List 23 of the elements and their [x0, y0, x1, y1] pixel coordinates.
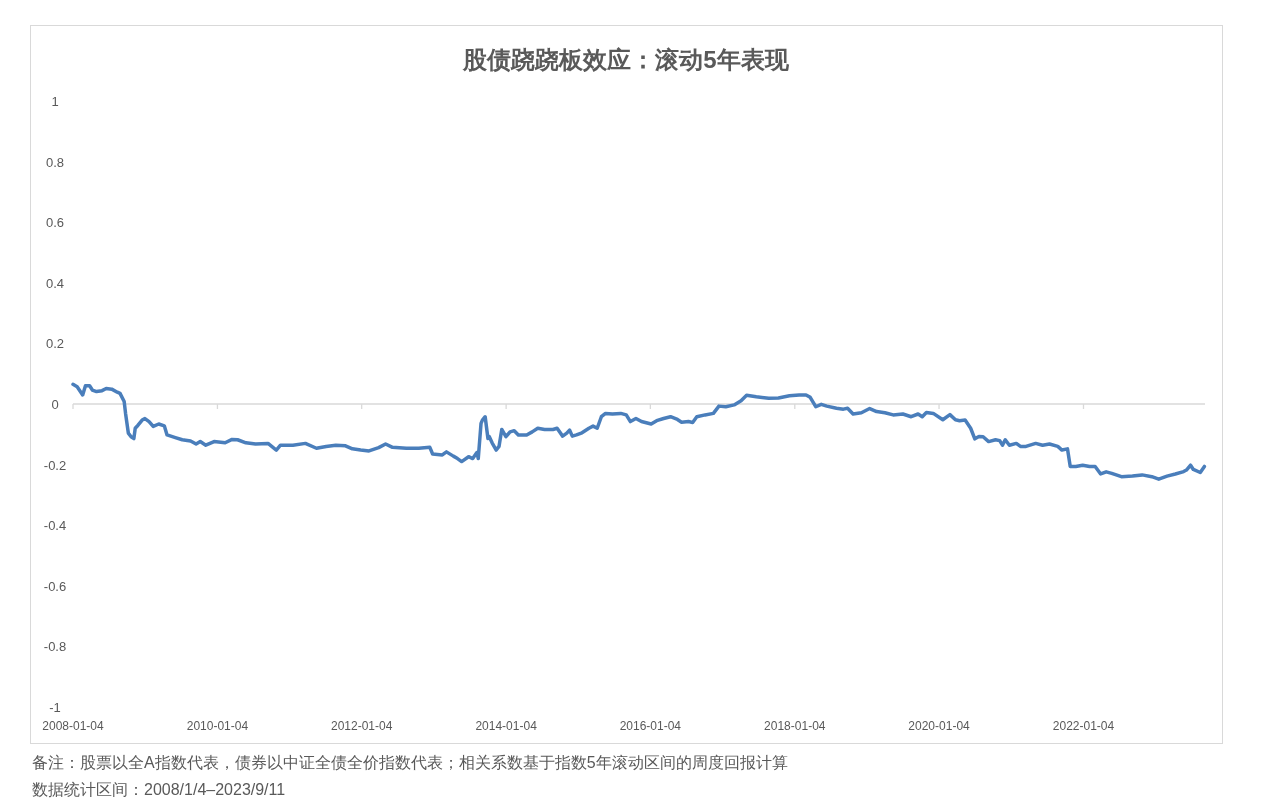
line-series: [71, 382, 1207, 481]
x-tick-label: 2020-01-04: [908, 719, 971, 733]
x-tick-label: 2018-01-04: [764, 719, 826, 733]
text: 备注：股票以全A指数代表，债券以中证全债全价指数代表；相关系数基于指数5年滚动区间的周度回报计算: [32, 754, 788, 771]
y-tick-label: 1: [51, 94, 59, 109]
y-tick-label: 0: [51, 397, 59, 412]
y-tick-label: -1: [49, 700, 61, 715]
x-tick-label: 2016-01-04: [619, 719, 682, 733]
text: 数据统计区间：2008/1/4–2023/9/11: [32, 781, 286, 798]
y-tick-label: -0.4: [43, 518, 67, 534]
x-tick-label: 2022-01-04: [1052, 719, 1115, 733]
y-tick-label: 0.2: [45, 336, 65, 352]
x-tick-label: 2008-01-04: [42, 719, 105, 733]
y-tick-label: 0.6: [45, 215, 65, 231]
x-tick-label: 2010-01-04: [186, 719, 249, 733]
x-tick-label: 2014-01-04: [475, 719, 538, 733]
y-tick-label: 0.4: [45, 275, 65, 291]
y-tick-label: -0.6: [43, 578, 67, 594]
x-tick-label: 2012-01-04: [330, 719, 393, 733]
chart-title: 股债跷跷板效应：滚动5年表现: [462, 46, 790, 73]
y-tick-label: -0.2: [43, 457, 67, 473]
y-tick-label: -0.8: [43, 639, 67, 655]
y-tick-label: 0.8: [45, 154, 65, 170]
